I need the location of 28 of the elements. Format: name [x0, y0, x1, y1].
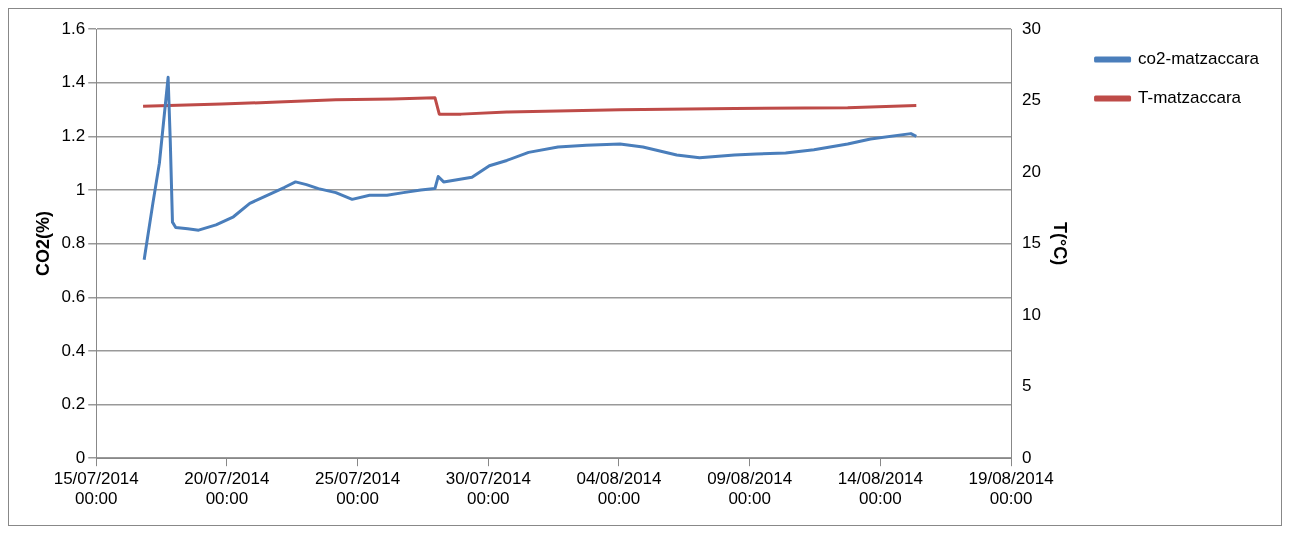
x-tick-label: 25/07/2014 00:00	[315, 469, 401, 509]
y-axis-title: CO2(%)	[32, 211, 53, 277]
y-tick-label: 0.2	[61, 394, 86, 414]
y2-axis-title: T(°C)	[1049, 222, 1070, 266]
x-tick-label: 14/08/2014 00:00	[837, 469, 923, 509]
y2-tick-label: 0	[1022, 447, 1032, 467]
y-tick-label: 0.8	[61, 233, 86, 253]
y2-tick-label: 25	[1022, 90, 1041, 110]
x-tick-label: 15/07/2014 00:00	[53, 469, 139, 509]
x-tick-label: 20/07/2014 00:00	[184, 469, 270, 509]
y2-tick-label: 5	[1022, 376, 1032, 396]
y-tick-label: 0.4	[61, 340, 86, 360]
y-tick-label: 0.6	[61, 286, 86, 306]
x-tick-label: 09/08/2014 00:00	[707, 469, 793, 509]
y2-tick-label: 15	[1022, 233, 1041, 253]
y2-tick-label: 30	[1022, 18, 1041, 38]
x-tick-label: 30/07/2014 00:00	[445, 469, 531, 509]
x-tick-label: 19/08/2014 00:00	[968, 469, 1054, 509]
y-tick-label: 1.4	[61, 72, 86, 92]
y-tick-label: 1	[75, 179, 86, 199]
y-tick-label: 1.6	[61, 18, 86, 38]
x-tick-label: 04/08/2014 00:00	[576, 469, 662, 509]
y-tick-label: 1.2	[61, 125, 86, 145]
y2-tick-label: 10	[1022, 304, 1041, 324]
legend-label: T-matzaccara	[1138, 88, 1242, 108]
y2-tick-label: 20	[1022, 161, 1041, 181]
legend-label: co2-matzaccara	[1138, 49, 1260, 69]
y-tick-label: 0	[75, 447, 86, 467]
